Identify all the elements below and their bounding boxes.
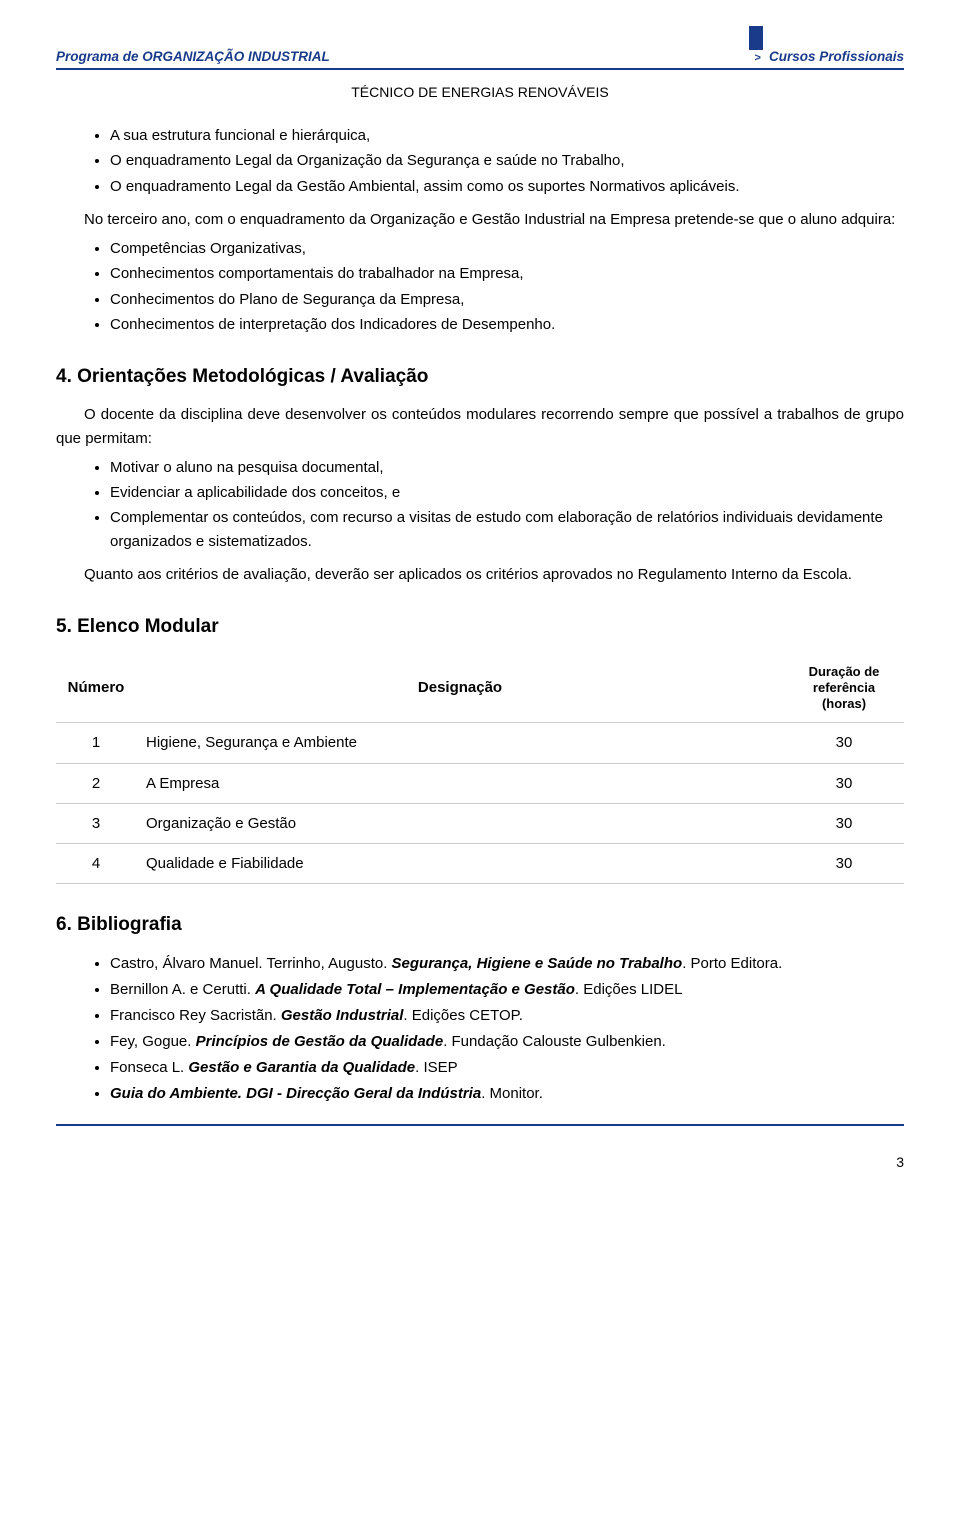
- biblio-prefix: Fonseca L.: [110, 1059, 188, 1076]
- cell-num: 4: [56, 844, 136, 884]
- biblio-title: Guia do Ambiente. DGI - Direcção Geral d…: [110, 1085, 481, 1102]
- biblio-prefix: Bernillon A. e Cerutti.: [110, 981, 255, 998]
- intro-bullets-1: A sua estrutura funcional e hierárquica,…: [56, 124, 904, 198]
- dur-l2: referência: [813, 680, 875, 695]
- biblio-item: Bernillon A. e Cerutti. A Qualidade Tota…: [110, 978, 904, 1002]
- modules-table: Número Designação Duração de referência …: [56, 654, 904, 885]
- biblio-prefix: Fey, Gogue.: [110, 1033, 196, 1050]
- biblio-suffix: . ISEP: [415, 1059, 458, 1076]
- table-header-row: Número Designação Duração de referência …: [56, 654, 904, 723]
- page-number: 3: [56, 1148, 904, 1170]
- footer-rule: [56, 1124, 904, 1126]
- col-numero: Número: [56, 654, 136, 723]
- biblio-title: Princípios de Gestão da Qualidade: [196, 1033, 444, 1050]
- biblio-suffix: . Edições CETOP.: [403, 1007, 523, 1024]
- col-duracao: Duração de referência (horas): [784, 654, 904, 723]
- col-designacao: Designação: [136, 654, 784, 723]
- biblio-item: Fonseca L. Gestão e Garantia da Qualidad…: [110, 1056, 904, 1080]
- biblio-title: Gestão Industrial: [281, 1007, 404, 1024]
- section-5-title: 5. Elenco Modular: [56, 612, 904, 641]
- biblio-prefix: Castro, Álvaro Manuel. Terrinho, Augusto…: [110, 955, 392, 972]
- biblio-item: Fey, Gogue. Princípios de Gestão da Qual…: [110, 1030, 904, 1054]
- biblio-item: Castro, Álvaro Manuel. Terrinho, Augusto…: [110, 952, 904, 976]
- header-left: Programa de ORGANIZAÇÃO INDUSTRIAL: [56, 49, 330, 64]
- table-row: 2A Empresa30: [56, 763, 904, 803]
- bibliography-list: Castro, Álvaro Manuel. Terrinho, Augusto…: [56, 952, 904, 1106]
- section-4-title: 4. Orientações Metodológicas / Avaliação: [56, 362, 904, 391]
- brand-logo-icon: >: [729, 26, 763, 66]
- section-6-title: 6. Bibliografia: [56, 910, 904, 939]
- main-content: A sua estrutura funcional e hierárquica,…: [56, 124, 904, 1106]
- biblio-prefix: Francisco Rey Sacristãn.: [110, 1007, 281, 1024]
- biblio-suffix: . Monitor.: [481, 1085, 543, 1102]
- biblio-title: Gestão e Garantia da Qualidade: [188, 1059, 415, 1076]
- cell-num: 1: [56, 723, 136, 763]
- biblio-suffix: . Edições LIDEL: [575, 981, 683, 998]
- list-item: Motivar o aluno na pesquisa documental,: [110, 456, 904, 479]
- table-row: 1Higiene, Segurança e Ambiente30: [56, 723, 904, 763]
- list-item: Competências Organizativas,: [110, 237, 904, 260]
- biblio-suffix: . Fundação Calouste Gulbenkien.: [443, 1033, 666, 1050]
- cell-dur: 30: [784, 723, 904, 763]
- list-item: Complementar os conteúdos, com recurso a…: [110, 506, 904, 553]
- header-right: > Cursos Profissionais: [729, 26, 904, 64]
- dur-l1: Duração de: [809, 664, 880, 679]
- table-row: 3Organização e Gestão30: [56, 803, 904, 843]
- section-4-closing: Quanto aos critérios de avaliação, dever…: [56, 563, 904, 586]
- list-item: O enquadramento Legal da Gestão Ambienta…: [110, 175, 904, 198]
- list-item: O enquadramento Legal da Organização da …: [110, 149, 904, 172]
- cell-desig: Qualidade e Fiabilidade: [136, 844, 784, 884]
- list-item: Conhecimentos comportamentais do trabalh…: [110, 262, 904, 285]
- biblio-item: Francisco Rey Sacristãn. Gestão Industri…: [110, 1004, 904, 1028]
- table-row: 4Qualidade e Fiabilidade30: [56, 844, 904, 884]
- list-item: Conhecimentos de interpretação dos Indic…: [110, 313, 904, 336]
- page-header: Programa de ORGANIZAÇÃO INDUSTRIAL > Cur…: [56, 26, 904, 70]
- page-container: Programa de ORGANIZAÇÃO INDUSTRIAL > Cur…: [0, 0, 960, 1200]
- intro-bullets-2: Competências Organizativas, Conhecimento…: [56, 237, 904, 336]
- biblio-title: A Qualidade Total – Implementação e Gest…: [255, 981, 575, 998]
- dur-l3: (horas): [822, 696, 866, 711]
- section-4-bullets: Motivar o aluno na pesquisa documental, …: [56, 456, 904, 553]
- list-item: Evidenciar a aplicabilidade dos conceito…: [110, 481, 904, 504]
- cell-desig: Higiene, Segurança e Ambiente: [136, 723, 784, 763]
- cell-dur: 30: [784, 763, 904, 803]
- course-subtitle: TÉCNICO DE ENERGIAS RENOVÁVEIS: [56, 84, 904, 100]
- biblio-title: Segurança, Higiene e Saúde no Trabalho: [392, 955, 683, 972]
- paragraph-year3: No terceiro ano, com o enquadramento da …: [56, 208, 904, 231]
- cell-num: 3: [56, 803, 136, 843]
- cell-num: 2: [56, 763, 136, 803]
- cell-dur: 30: [784, 803, 904, 843]
- biblio-item: Guia do Ambiente. DGI - Direcção Geral d…: [110, 1082, 904, 1106]
- cell-dur: 30: [784, 844, 904, 884]
- cell-desig: A Empresa: [136, 763, 784, 803]
- list-item: Conhecimentos do Plano de Segurança da E…: [110, 288, 904, 311]
- section-4-lead: O docente da disciplina deve desenvolver…: [56, 403, 904, 450]
- list-item: A sua estrutura funcional e hierárquica,: [110, 124, 904, 147]
- biblio-suffix: . Porto Editora.: [682, 955, 782, 972]
- header-right-text: Cursos Profissionais: [769, 49, 904, 64]
- cell-desig: Organização e Gestão: [136, 803, 784, 843]
